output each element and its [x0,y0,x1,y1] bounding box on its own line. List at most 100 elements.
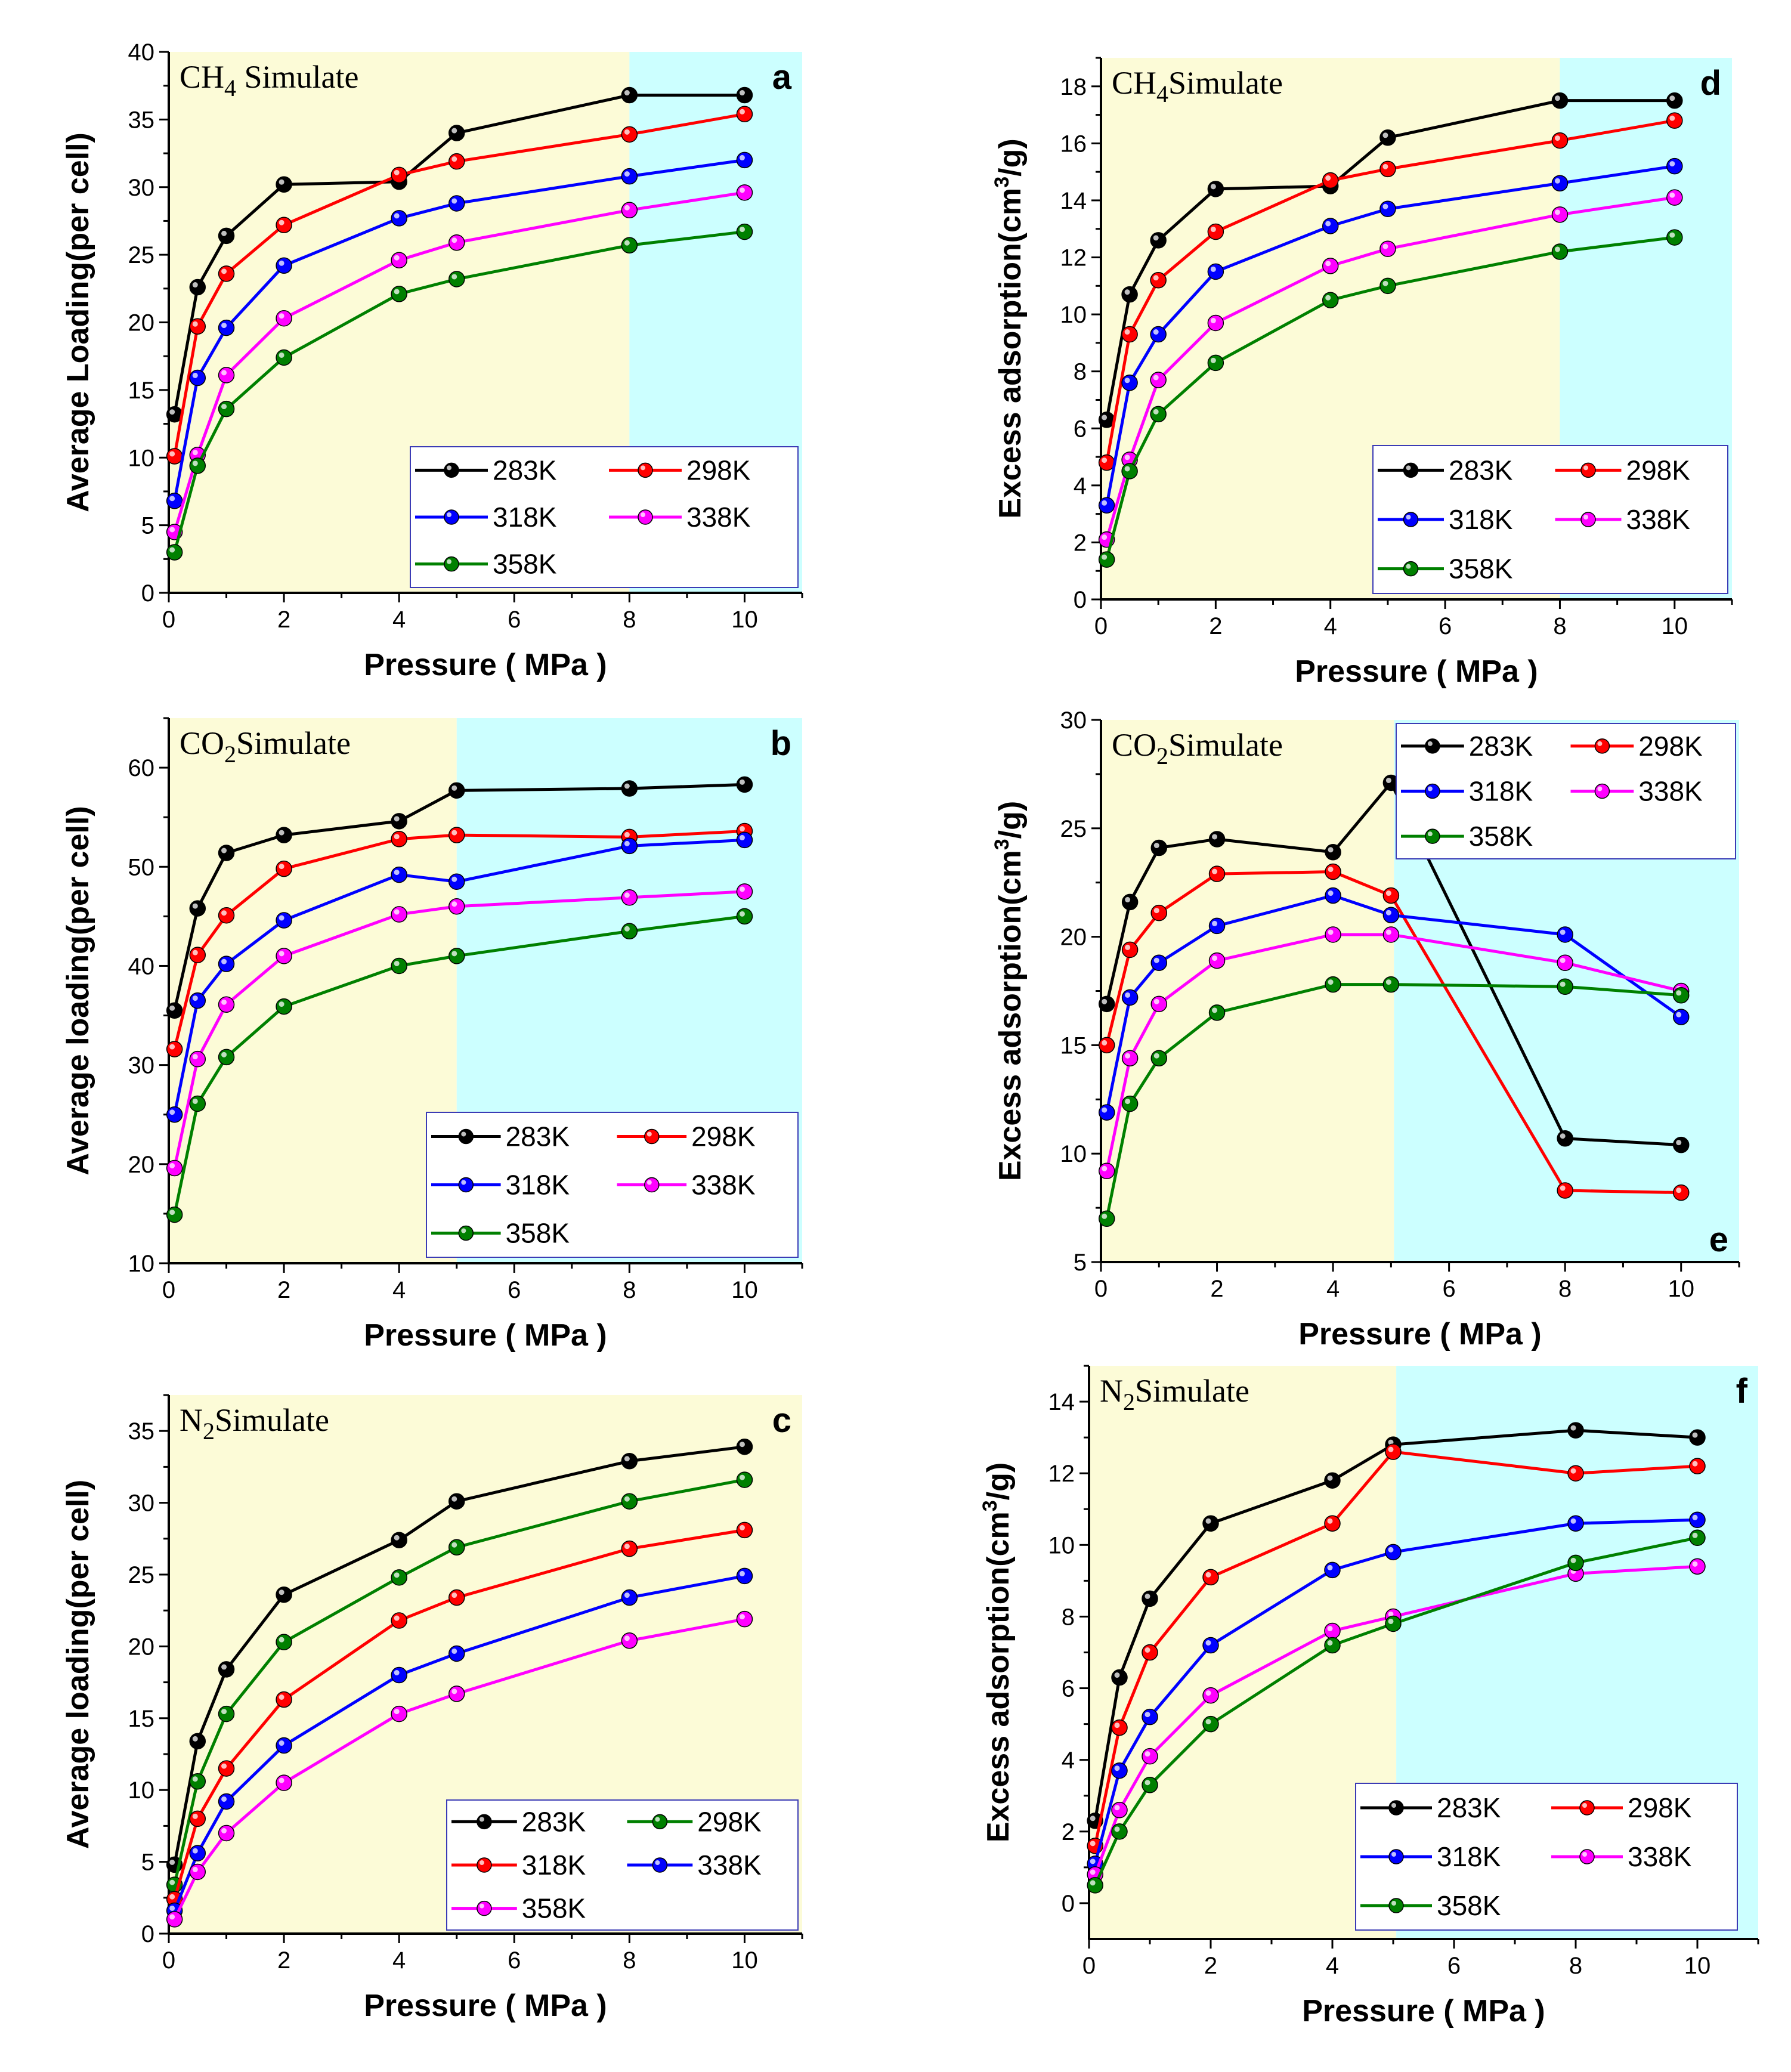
legend-label-338K: 338K [1628,1841,1692,1872]
data-point-318K [1121,375,1138,391]
series-line-338K [1105,933,1682,1171]
data-point-338K [1098,1162,1115,1180]
data-point-358K [276,998,292,1015]
data-point-highlight [169,409,175,415]
data-point-highlight [1554,135,1560,141]
x-tick-label: 8 [1569,1953,1582,1979]
data-point-358K [1382,976,1400,993]
data-point-338K [391,1666,407,1684]
y-axis-title: Excess adsorption(cm3/g) [979,1462,1016,1842]
y-tick-label: 30 [128,1490,155,1517]
y-tick-label: 4 [1074,473,1087,499]
panel-title-main: CH [180,59,224,95]
data-point-highlight [169,1109,175,1115]
data-point-283K [189,279,206,296]
data-point-358K [189,1863,206,1881]
series-line-338K [173,191,745,533]
series-line-298K [1105,119,1675,463]
legend-label-283K: 283K [1437,1792,1501,1823]
data-point-298K [276,1634,292,1650]
data-point-318K [1666,157,1683,175]
data-point-highlight [1388,1611,1394,1617]
legend: 283K 298K 318K 338K 358K [410,446,799,588]
panel-title: N2Simulate [1100,1373,1249,1415]
x-tick-label: 10 [731,607,758,633]
x-axis-title: Pressure ( MPa ) [364,1988,607,2023]
data-point-318K [1150,954,1168,971]
data-point-318K [1557,926,1573,943]
data-point-highlight [739,886,745,892]
data-point-318K [1207,263,1224,280]
data-point-298K [1121,941,1139,958]
panel-title-subscript: 2 [203,1418,215,1445]
legend-marker-highlight [1406,564,1411,569]
legend-marker-highlight [655,1860,660,1865]
data-point-highlight [394,169,400,175]
data-point-318K [189,1810,206,1827]
data-point-298K [1666,112,1683,129]
data-point-highlight [394,1670,400,1676]
panel-title-rest: Simulate [1168,65,1283,101]
data-point-338K [189,1845,206,1861]
x-tick-label: 4 [392,607,406,633]
y-tick-label: 5 [141,1850,154,1876]
data-point-318K [448,195,465,212]
panel-e: 0 2 4 6 8 10 5 10 15 20 25 30 Pressure ( MPa ) Excess… [991,707,1740,1352]
legend-marker-highlight [641,512,645,517]
data-point-highlight [739,227,745,233]
data-point-298K [1207,223,1224,240]
series-line-338K [1105,196,1675,540]
data-point-298K [1324,1515,1341,1532]
data-point-highlight [1102,500,1108,506]
data-point-358K [1098,551,1115,568]
x-tick-label: 10 [731,1947,758,1974]
legend-marker-298K [644,1128,660,1145]
y-axis-title: Average loading(per cell) [61,806,95,1175]
data-point-highlight [279,915,284,921]
data-point-318K [621,1540,638,1557]
y-tick-label: 8 [1062,1604,1075,1630]
series-line-318K [1093,1518,1698,1864]
data-point-298K [1142,1644,1158,1661]
legend-label-338K: 338K [1638,776,1703,807]
data-point-358K [1325,976,1341,993]
data-point-highlight [1153,957,1159,963]
legend-marker-358K [1425,828,1440,844]
data-point-highlight [221,1827,227,1833]
legend-marker-338K [652,1857,668,1873]
data-point-highlight [169,1914,175,1920]
data-point-358K [218,1824,235,1842]
legend-marker-highlight [1427,741,1433,746]
data-point-highlight [394,909,400,915]
data-point-highlight [1560,1133,1566,1139]
data-point-highlight [1212,955,1218,961]
panel-title-main: N [1100,1373,1123,1409]
data-point-highlight [1210,227,1216,233]
x-tick-label: 10 [731,1277,758,1303]
x-tick-label: 6 [1439,613,1452,639]
data-point-338K [1202,1687,1219,1704]
data-point-highlight [1090,1869,1096,1875]
data-point-highlight [1327,1564,1333,1570]
data-point-338K [218,367,235,384]
x-tick-label: 8 [623,607,636,633]
y-tick-label: 2 [1074,530,1087,556]
legend-marker-highlight [1427,786,1433,791]
data-point-358K [276,349,292,366]
data-point-highlight [279,352,284,358]
legend-marker-highlight [1582,1803,1587,1808]
data-point-338K [276,310,292,327]
data-point-318K [1142,1708,1158,1725]
data-point-318K [1098,1104,1115,1121]
data-point-358K [218,400,235,418]
data-point-highlight [1144,1751,1150,1757]
data-point-highlight [1554,178,1560,184]
data-point-318K [1121,989,1139,1006]
y-tick-label: 14 [1048,1389,1075,1415]
y-axis-title-text: /g) [993,801,1028,839]
data-point-highlight [1102,998,1108,1004]
data-point-358K [1142,1776,1158,1793]
x-tick-label: 2 [1204,1953,1217,1979]
data-point-358K [391,286,407,302]
data-point-283K [1325,844,1341,861]
